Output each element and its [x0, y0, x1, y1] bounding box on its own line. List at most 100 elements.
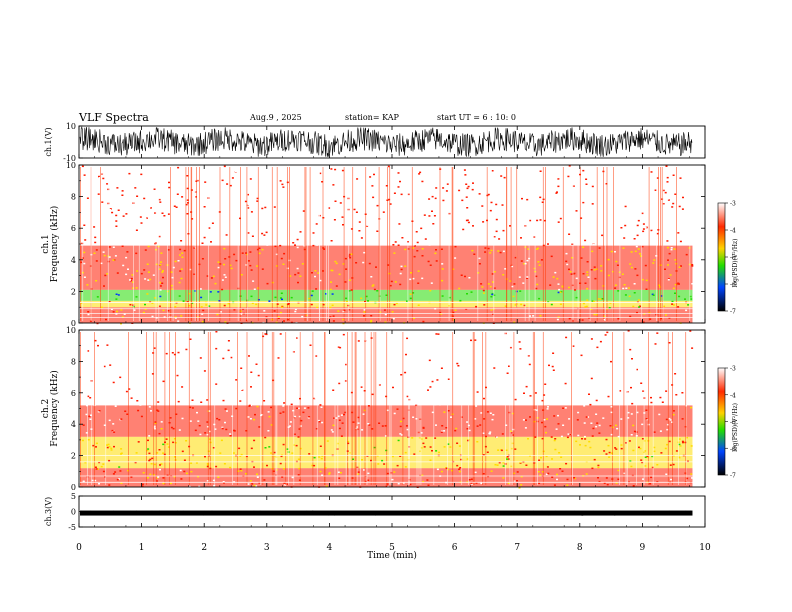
ch2-spectrogram-speckle: [267, 393, 269, 395]
ch1-spectrogram-speckle: [273, 310, 276, 312]
ch2-spectrogram-speckle: [610, 433, 613, 436]
ch1-spectrogram-speckle: [115, 313, 118, 315]
ch1-spectrogram-speckle: [223, 263, 225, 266]
ch2-spectrogram-speckle: [432, 367, 434, 369]
ch1-spectrogram-speckle: [417, 270, 420, 272]
ch2-spectrogram-speckle: [642, 390, 645, 392]
ch1-spectrogram-speckle: [462, 207, 465, 209]
ch2-spectrogram-speckle: [186, 398, 189, 401]
ch1-spectrogram-speckle: [263, 310, 266, 312]
ch1-spectrogram-speckle: [489, 174, 492, 177]
ch1-spectrogram-speckle: [559, 291, 562, 293]
ch2-spectrogram-speckle: [456, 362, 459, 365]
ch2-spectrogram-speckle: [291, 334, 294, 337]
ch1-spectrogram-speckle: [136, 195, 139, 197]
ch1-spectrogram-speckle: [363, 229, 366, 232]
ch1-spectrogram-speckle: [233, 253, 236, 256]
ch2-spectrogram-speckle: [238, 358, 241, 360]
ch1-spectrogram-speckle: [358, 221, 361, 223]
ch1-spectrogram-speckle: [263, 234, 266, 236]
ch2-spectrogram-speckle: [299, 447, 302, 450]
ch1-spectrogram-speckle: [521, 172, 523, 174]
ch2-spectrogram-ytick-label: 2: [71, 452, 76, 461]
ch1-spectrogram-speckle: [491, 165, 494, 168]
ch2-spectrogram-speckle: [362, 413, 365, 415]
ch2-spectrogram-speckle: [620, 418, 623, 420]
ch1-spectrogram-speckle: [404, 186, 406, 188]
ch1-spectrogram-speckle: [201, 258, 204, 260]
ch1-spectrogram-speckle: [214, 282, 217, 285]
ch2-spectrogram-speckle: [298, 340, 301, 343]
ch2-spectrogram-speckle: [408, 446, 411, 448]
ch2-spectrogram-speckle: [240, 453, 243, 456]
ch2-spectrogram-speckle: [261, 414, 264, 416]
ch2-spectrogram-speckle: [565, 462, 568, 465]
ch1-spectrogram-speckle: [574, 169, 577, 171]
ch2-spectrogram-speckle: [605, 477, 608, 479]
ch2-spectrogram-speckle: [396, 464, 399, 467]
ch2-spectrogram-speckle: [487, 475, 490, 478]
ch1-spectrogram-speckle: [259, 213, 262, 215]
ch2-spectrogram-speckle: [392, 386, 394, 389]
ch1-spectrogram-speckle: [691, 265, 694, 267]
ch1-spectrogram-speckle: [642, 230, 645, 233]
ch1-spectrogram-speckle: [296, 267, 299, 270]
ch2-spectrogram-speckle: [130, 397, 133, 399]
ch2-spectrogram-speckle: [518, 362, 521, 364]
ch2-spectrogram-speckle: [207, 450, 210, 452]
ch2-spectrogram-speckle: [378, 384, 381, 386]
ch2-spectrogram-speckle: [593, 458, 596, 461]
ch1-spectrogram-speckle: [409, 278, 412, 281]
ch1-spectrogram-speckle: [162, 309, 165, 312]
ch2-spectrogram-speckle: [422, 375, 425, 378]
ch1-spectrogram-speckle: [607, 274, 610, 277]
ch1-spectrogram-speckle: [608, 307, 611, 309]
ch1-spectrogram-speckle: [468, 277, 471, 279]
ch1-spectrogram-speckle: [265, 316, 268, 318]
ch2-spectrogram-speckle: [551, 358, 554, 361]
ch1-spectrogram-speckle: [487, 283, 490, 285]
ch2-spectrogram-speckle: [426, 393, 429, 395]
ch2-spectrogram-speckle: [158, 335, 161, 337]
ch1-spectrogram-speckle: [95, 249, 98, 251]
ch2-spectrogram-speckle: [419, 418, 422, 420]
ch1-spectrogram-speckle: [536, 219, 539, 222]
ch2-spectrogram-speckle: [335, 417, 338, 419]
ch1-spectrogram-colorbar-tick-label: -7: [730, 309, 736, 316]
ch2-spectrogram-speckle: [675, 333, 678, 335]
ch2-spectrogram-speckle: [386, 472, 389, 475]
ch2-spectrogram-speckle: [98, 461, 101, 464]
ch1-spectrogram-speckle: [674, 292, 676, 294]
ch2-spectrogram-speckle: [162, 452, 165, 454]
ch1-spectrogram-speckle: [666, 211, 669, 213]
ch2-spectrogram-speckle: [566, 478, 569, 481]
ch2-spectrogram-speckle: [546, 400, 549, 402]
ch1-spectrogram-speckle: [330, 168, 333, 170]
ch2-spectrogram-speckle: [267, 430, 270, 432]
ch1-spectrogram-speckle: [671, 303, 674, 305]
ch2-spectrogram-speckle: [522, 379, 525, 382]
ch2-spectrogram-speckle: [371, 428, 374, 430]
ch2-spectrogram-speckle: [288, 399, 290, 402]
ch2-spectrogram-speckle: [555, 428, 558, 430]
ch2-spectrogram-speckle: [617, 344, 620, 346]
ch1-spectrogram-speckle: [520, 165, 523, 168]
ch1-spectrogram-speckle: [266, 282, 269, 285]
ch2-spectrogram-speckle: [328, 472, 331, 474]
ch2-spectrogram-speckle: [212, 387, 214, 389]
ch2-spectrogram-speckle: [475, 405, 478, 407]
ch2-spectrogram-speckle: [538, 459, 541, 461]
ch1-spectrogram-speckle: [200, 306, 203, 308]
ch1-spectrogram-speckle: [585, 178, 588, 180]
ch2-spectrogram-speckle: [631, 358, 633, 360]
ch1-spectrogram-speckle: [178, 242, 181, 245]
ch2-spectrogram-speckle: [656, 332, 659, 334]
ch2-spectrogram-speckle: [130, 364, 133, 366]
ch1-spectrogram-speckle: [396, 220, 399, 222]
ch1-spectrogram-speckle: [174, 316, 177, 318]
ch2-spectrogram-ylabel: Frequency (kHz): [49, 370, 60, 447]
ch1-spectrogram-speckle: [319, 172, 322, 175]
ch1-spectrogram-speckle: [575, 212, 578, 214]
ch2-spectrogram-speckle: [608, 456, 611, 458]
ch2-spectrogram-speckle: [239, 455, 242, 457]
